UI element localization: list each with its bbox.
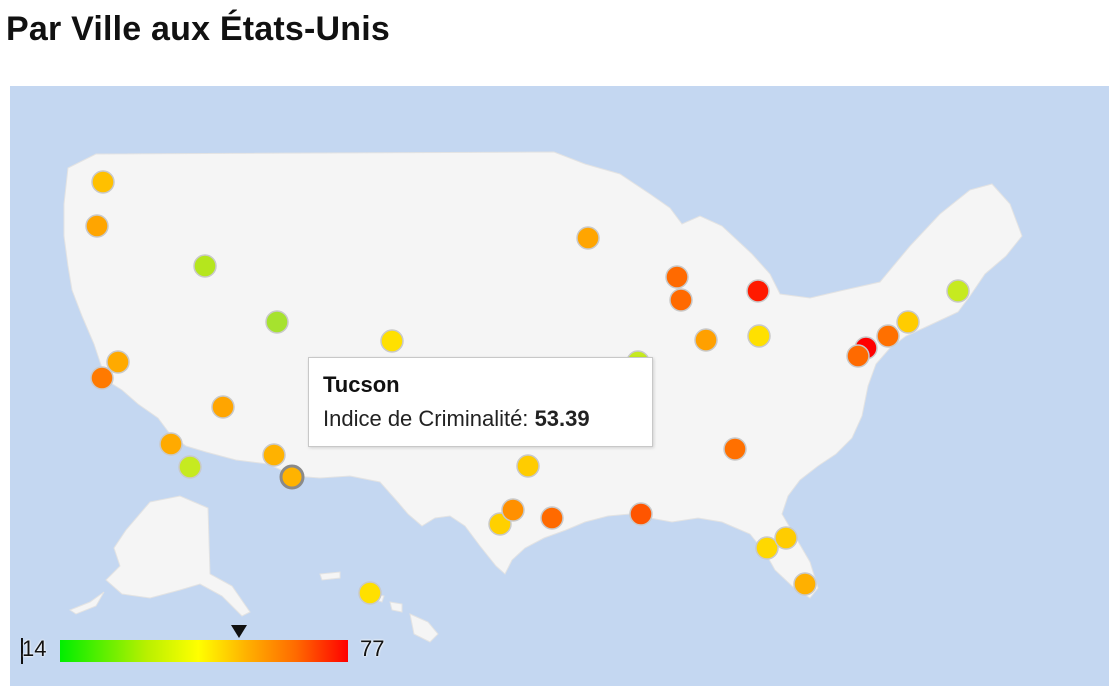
city-marker[interactable] <box>694 328 718 352</box>
legend-max-label: 77 <box>360 636 385 661</box>
city-marker[interactable] <box>946 279 970 303</box>
city-marker[interactable] <box>380 329 404 353</box>
aleutian-islands <box>68 571 341 615</box>
city-marker[interactable] <box>279 464 305 490</box>
city-marker[interactable] <box>793 572 817 596</box>
city-marker[interactable] <box>262 443 286 467</box>
city-marker[interactable] <box>846 344 870 368</box>
city-marker[interactable] <box>746 279 770 303</box>
city-marker[interactable] <box>747 324 771 348</box>
city-marker[interactable] <box>193 254 217 278</box>
city-marker[interactable] <box>90 366 114 390</box>
city-markers <box>85 170 970 605</box>
tooltip-value-line: Indice de Criminalité: 53.39 <box>323 406 638 432</box>
city-marker[interactable] <box>723 437 747 461</box>
tooltip-metric-label: Indice de Criminalité: <box>323 406 529 431</box>
city-marker[interactable] <box>265 310 289 334</box>
city-marker[interactable] <box>91 170 115 194</box>
city-marker[interactable] <box>774 526 798 550</box>
city-marker[interactable] <box>178 455 202 479</box>
city-marker[interactable] <box>876 324 900 348</box>
legend-value-marker <box>231 625 247 638</box>
city-marker[interactable] <box>501 498 525 522</box>
city-marker[interactable] <box>358 581 382 605</box>
city-tooltip: Tucson Indice de Criminalité: 53.39 <box>308 357 653 447</box>
legend-min-label: 14 <box>22 636 47 661</box>
city-marker[interactable] <box>755 536 779 560</box>
city-marker[interactable] <box>516 454 540 478</box>
legend-text-cursor <box>21 638 23 664</box>
city-marker[interactable] <box>106 350 130 374</box>
city-marker[interactable] <box>669 288 693 312</box>
city-marker[interactable] <box>576 226 600 250</box>
city-marker[interactable] <box>85 214 109 238</box>
city-marker[interactable] <box>896 310 920 334</box>
city-marker[interactable] <box>159 432 183 456</box>
tooltip-city-name: Tucson <box>323 372 400 397</box>
alaska-land[interactable] <box>105 495 251 617</box>
tooltip-metric-value: 53.39 <box>534 406 590 431</box>
color-scale-bar <box>60 640 348 662</box>
page-title: Par Ville aux États-Unis <box>6 10 390 48</box>
city-marker[interactable] <box>540 506 564 530</box>
city-marker[interactable] <box>629 502 653 526</box>
city-marker[interactable] <box>211 395 235 419</box>
city-marker[interactable] <box>665 265 689 289</box>
